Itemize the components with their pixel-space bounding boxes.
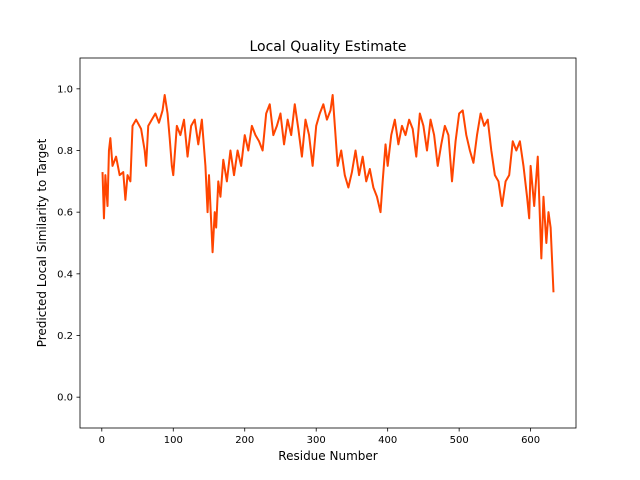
y-tick-label: 0.0 xyxy=(57,393,73,404)
y-axis-label: Predicted Local Similarity to Target xyxy=(35,138,49,347)
x-tick-label: 200 xyxy=(235,435,254,446)
x-tick-label: 400 xyxy=(378,435,397,446)
x-axis-label: Residue Number xyxy=(278,449,377,463)
y-tick-label: 1.0 xyxy=(57,84,73,95)
y-tick-label: 0.2 xyxy=(57,331,73,342)
y-tick-label: 0.4 xyxy=(57,269,73,280)
y-tick-label: 0.8 xyxy=(57,146,73,157)
x-tick-label: 0 xyxy=(99,435,105,446)
line-series xyxy=(101,94,555,293)
x-tick-label: 100 xyxy=(164,435,183,446)
chart-title: Local Quality Estimate xyxy=(249,39,406,55)
x-tick-label: 500 xyxy=(450,435,469,446)
plot-frame xyxy=(79,57,577,429)
x-tick-label: 300 xyxy=(307,435,326,446)
x-tick-label: 600 xyxy=(521,435,540,446)
y-tick-label: 0.6 xyxy=(57,208,73,219)
